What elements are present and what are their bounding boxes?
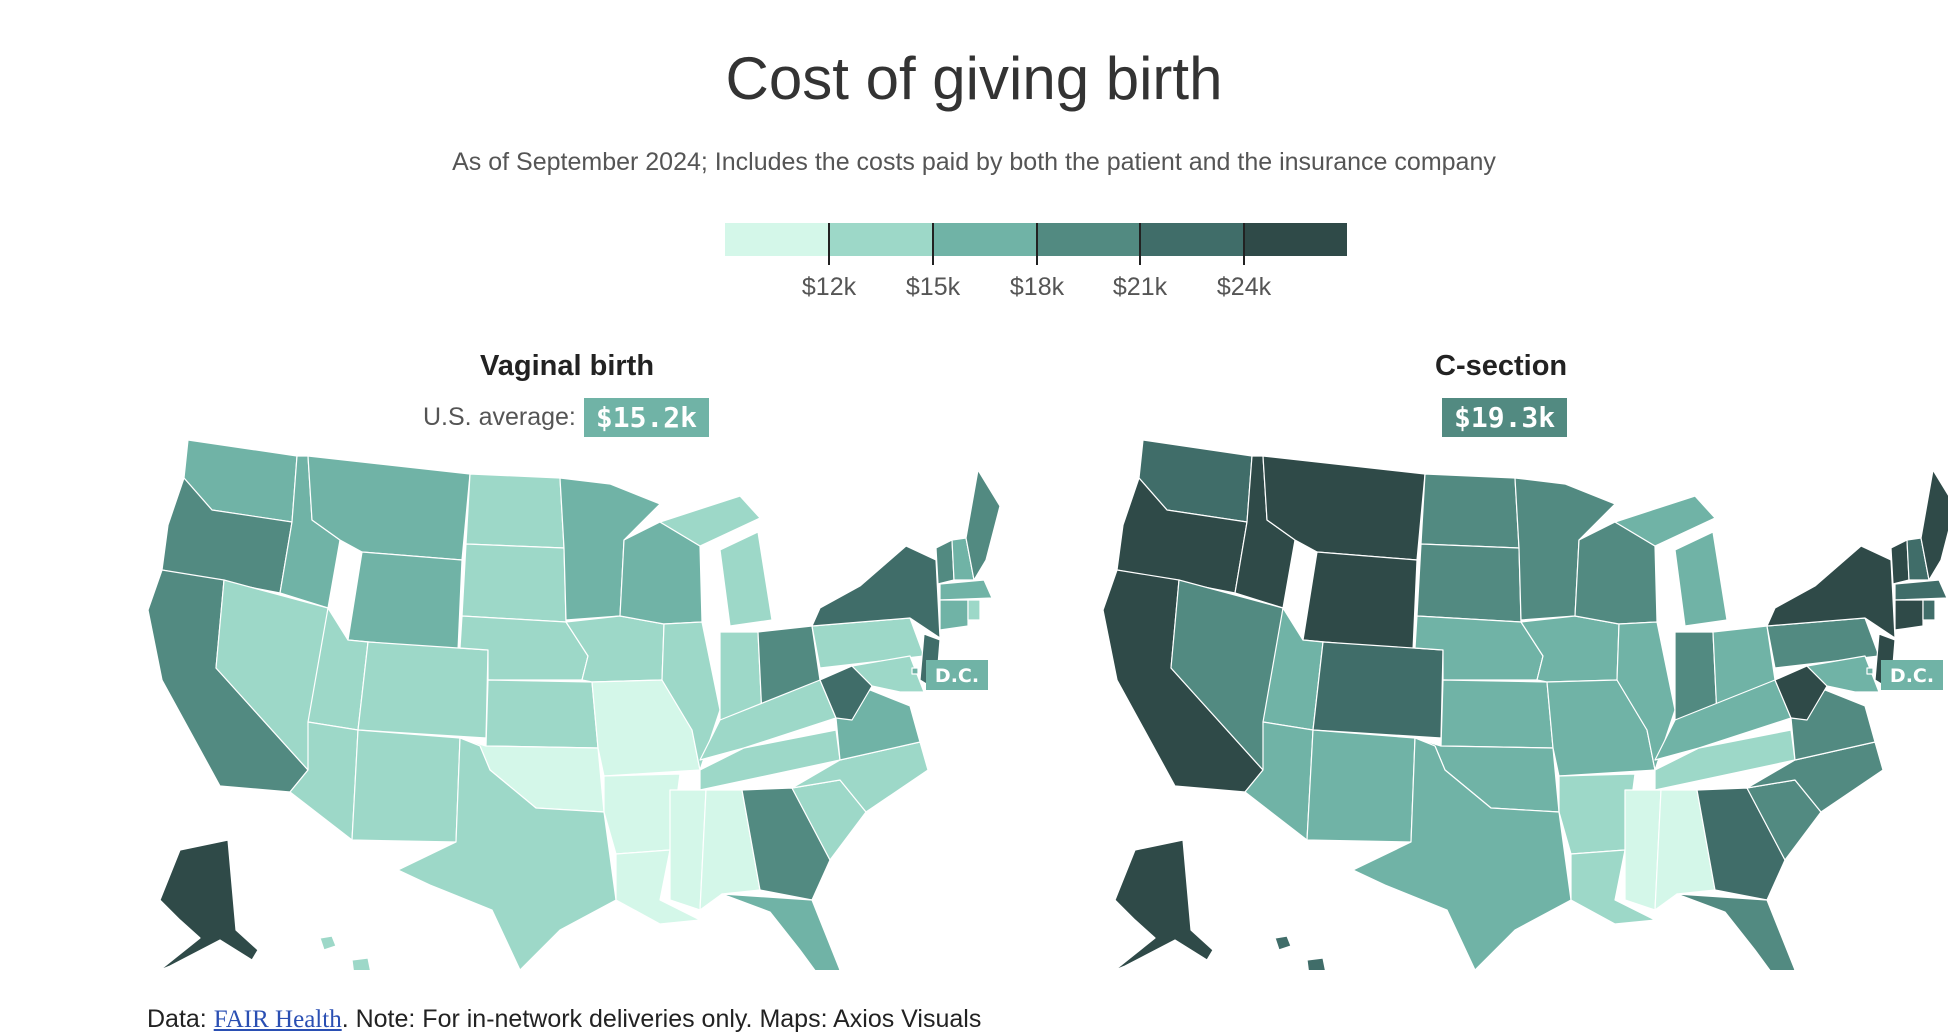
state-maine xyxy=(1920,469,1948,581)
state-new-mexico xyxy=(1306,729,1416,843)
legend-swatch-6 xyxy=(1243,223,1348,256)
legend-swatch-1 xyxy=(725,223,829,256)
state-south-dakota xyxy=(461,543,567,623)
c-section-average-row: $19.3k xyxy=(1442,398,1568,437)
source-prefix: Data: xyxy=(147,1005,214,1033)
state-florida xyxy=(1676,893,1796,970)
state-hawaii-big xyxy=(1306,957,1327,970)
state-alaska xyxy=(159,839,259,970)
state-vermont xyxy=(1890,539,1910,585)
state-alabama xyxy=(699,789,761,911)
state-arkansas xyxy=(1558,773,1636,855)
state-maryland xyxy=(851,655,925,693)
legend-swatch-5 xyxy=(1139,223,1244,256)
legend-tick-mark xyxy=(1139,223,1141,265)
state-hawaii xyxy=(1274,935,1292,951)
legend-tick-mark xyxy=(1243,223,1245,265)
state-new-mexico xyxy=(351,729,461,843)
vaginal-birth-map: D.C. xyxy=(147,439,1000,970)
state-kentucky xyxy=(1654,679,1792,761)
state-new-york xyxy=(1766,545,1896,639)
state-vermont xyxy=(935,539,955,585)
state-wyoming xyxy=(347,551,463,651)
legend-tick-label: $21k xyxy=(1112,273,1168,301)
state-north-dakota xyxy=(465,473,565,549)
state-kentucky xyxy=(699,679,837,761)
state-kansas xyxy=(1440,679,1554,749)
state-georgia xyxy=(1696,787,1786,901)
legend-swatch-2 xyxy=(828,223,933,256)
state-florida xyxy=(721,893,841,970)
state-mississippi xyxy=(1624,789,1662,911)
state-arizona xyxy=(1244,721,1314,841)
state-kansas xyxy=(485,679,599,749)
state-mississippi xyxy=(669,789,707,911)
state-west-virginia xyxy=(1774,665,1828,721)
legend-tick-mark xyxy=(1036,223,1038,265)
vaginal-average-row: U.S. average: $15.2k xyxy=(423,398,710,437)
state-hawaii xyxy=(319,935,337,951)
state-hawaii-big xyxy=(351,957,372,970)
dc-label: D.C. xyxy=(1890,665,1934,687)
state-georgia xyxy=(741,787,831,901)
state-north-dakota xyxy=(1420,473,1520,549)
c-section-average-badge: $19.3k xyxy=(1442,398,1568,437)
state-michigan-up xyxy=(659,495,761,547)
state-west-virginia xyxy=(819,665,873,721)
state-massachusetts xyxy=(939,579,993,601)
chart-title: Cost of giving birth xyxy=(725,45,1223,112)
state-new-york xyxy=(811,545,941,639)
state-colorado xyxy=(1312,641,1444,739)
legend-tick-mark xyxy=(828,223,830,265)
state-connecticut xyxy=(939,599,969,631)
state-michigan-up xyxy=(1614,495,1716,547)
state-maryland xyxy=(1806,655,1880,693)
state-connecticut xyxy=(1894,599,1924,631)
dc-label-box xyxy=(1881,660,1943,690)
state-arkansas xyxy=(603,773,681,855)
vaginal-birth-title: Vaginal birth xyxy=(480,350,655,382)
state-massachusetts xyxy=(1894,579,1948,601)
state-south-dakota xyxy=(1416,543,1522,623)
state-alabama xyxy=(1654,789,1716,911)
source-rest: . Note: For in-network deliveries only. … xyxy=(341,1005,982,1033)
legend-tick-mark xyxy=(932,223,934,265)
legend-tick-label: $12k xyxy=(801,273,857,301)
dc-label: D.C. xyxy=(935,665,979,687)
chart-subtitle: As of September 2024; Includes the costs… xyxy=(452,148,1496,176)
state-colorado xyxy=(357,641,489,739)
fair-health-link[interactable]: FAIR Health xyxy=(213,1006,342,1033)
source-note: Data: FAIR Health. Note: For in-network … xyxy=(147,1005,981,1034)
color-legend: $12k $15k $18k $21k $24k xyxy=(725,223,1348,301)
state-michigan xyxy=(1674,531,1728,627)
dc-marker xyxy=(1866,667,1874,675)
c-section-map: D.C. xyxy=(1102,439,1948,970)
state-michigan xyxy=(719,531,773,627)
legend-tick-label: $18k xyxy=(1009,273,1065,301)
state-arizona xyxy=(289,721,359,841)
average-label: U.S. average: xyxy=(423,403,576,431)
legend-swatch-4 xyxy=(1036,223,1140,256)
c-section-title: C-section xyxy=(1435,350,1568,382)
state-maine xyxy=(965,469,1000,581)
legend-tick-label: $15k xyxy=(905,273,961,301)
legend-swatch-3 xyxy=(932,223,1037,256)
vaginal-average-badge: $15.2k xyxy=(583,398,710,437)
state-rhode-island xyxy=(1922,599,1936,621)
dc-marker xyxy=(911,667,919,675)
legend-tick-label: $24k xyxy=(1216,273,1272,301)
state-wyoming xyxy=(1302,551,1418,651)
state-alaska xyxy=(1114,839,1214,970)
state-rhode-island xyxy=(967,599,981,621)
dc-label-box xyxy=(926,660,988,690)
